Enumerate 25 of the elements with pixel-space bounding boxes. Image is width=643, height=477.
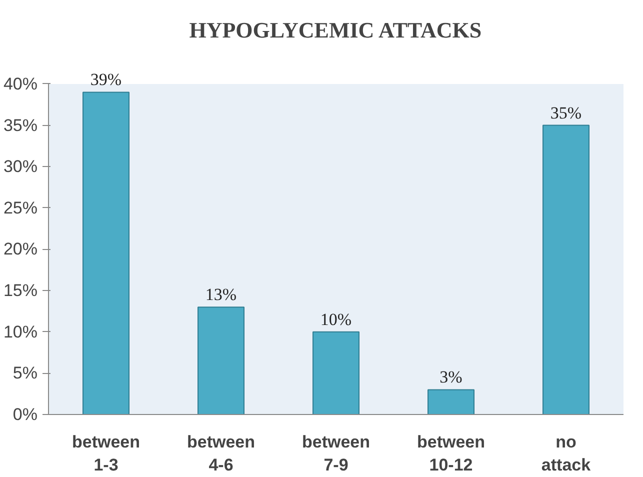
x-tick-label: between 4-6: [186, 432, 256, 474]
x-tick-label: between 10-12: [416, 432, 486, 474]
y-tick-label: 30%: [3, 157, 38, 176]
bar: [542, 124, 590, 414]
bar: [82, 92, 130, 414]
chart-title: HYPOGLYCEMIC ATTACKS: [189, 18, 482, 42]
data-label: 35%: [550, 103, 582, 122]
bar: [312, 331, 360, 414]
data-label: 10%: [320, 310, 352, 329]
y-tick-label: 10%: [3, 322, 38, 342]
x-tick-label: between 1-3: [72, 432, 140, 474]
y-tick-label: 25%: [3, 198, 38, 218]
data-label: 13%: [205, 285, 237, 304]
y-tick-label: 20%: [3, 240, 38, 259]
y-tick-label: 40%: [3, 74, 38, 94]
data-label: 39%: [90, 70, 122, 90]
y-tick-label: 5%: [12, 364, 38, 383]
bar: [198, 306, 244, 414]
y-tick-label: 35%: [3, 116, 38, 135]
y-tick-label: 15%: [3, 281, 38, 300]
x-tick-label: between 7-9: [302, 432, 370, 474]
x-tick-label: no attack: [541, 432, 592, 474]
y-tick-label: 0%: [12, 405, 38, 424]
bar: [428, 389, 474, 414]
data-label: 3%: [440, 368, 462, 387]
